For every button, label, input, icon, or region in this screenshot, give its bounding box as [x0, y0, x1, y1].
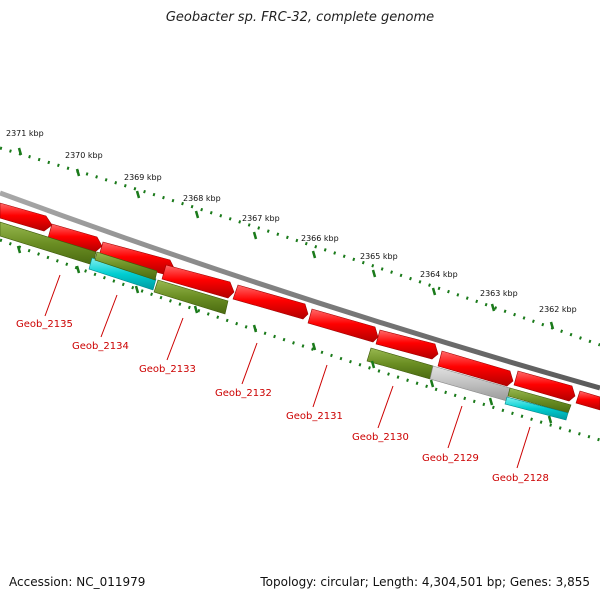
- ruler-tick: [16, 245, 22, 254]
- gene-label[interactable]: Geob_2129: [422, 453, 479, 464]
- ruler-label: 2367 kbp: [242, 214, 280, 223]
- gene-track: [0, 221, 572, 421]
- cds-arrow[interactable]: [0, 202, 53, 232]
- gene-label[interactable]: Geob_2135: [16, 319, 73, 330]
- ruler-tick: [134, 285, 140, 294]
- label-leader-line: [166, 317, 184, 361]
- label-leader-line: [447, 405, 463, 449]
- map-title: Geobacter sp. FRC-32, complete genome: [165, 10, 435, 25]
- label-leader-line: [241, 342, 258, 385]
- ruler-label: 2366 kbp: [301, 234, 339, 243]
- label-leader-line: [377, 385, 394, 429]
- forward-cds-track: [0, 202, 600, 411]
- ruler-tick: [194, 210, 200, 219]
- ruler-tick: [75, 168, 81, 177]
- genome-summary-text: Topology: circular; Length: 4,304,501 bp…: [260, 575, 590, 589]
- ruler-tick: [429, 379, 435, 388]
- label-leader-line: [44, 274, 61, 317]
- cds-arrow[interactable]: [437, 350, 514, 387]
- cds-arrow[interactable]: [232, 284, 309, 320]
- inner-ruler-dots: [0, 238, 600, 442]
- ruler-label: 2363 kbp: [480, 289, 518, 298]
- outer-ruler: [0, 146, 600, 347]
- ruler-tick: [252, 231, 258, 240]
- label-leader-line: [100, 294, 118, 338]
- ruler-tick: [431, 287, 437, 296]
- ruler-label: 2368 kbp: [183, 194, 221, 203]
- ruler-tick: [311, 250, 317, 259]
- gene-label[interactable]: Geob_2134: [72, 341, 129, 352]
- ruler-tick: [17, 147, 23, 156]
- ruler-label: 2371 kbp: [6, 129, 44, 138]
- genome-backbone: [0, 190, 600, 391]
- ruler-label: 2362 kbp: [539, 305, 577, 314]
- gene-bar[interactable]: [153, 279, 229, 315]
- ruler-label: 2370 kbp: [65, 151, 103, 160]
- cds-arrow[interactable]: [575, 390, 600, 411]
- ruler-tick: [488, 397, 494, 406]
- gene-label[interactable]: Geob_2128: [492, 473, 549, 484]
- ruler-tick: [549, 321, 555, 330]
- ruler-tick: [311, 342, 317, 351]
- label-leader-line: [516, 426, 531, 469]
- ruler-tick: [370, 360, 376, 369]
- gene-label[interactable]: Geob_2131: [286, 411, 343, 422]
- gene-bar-cyan[interactable]: [504, 396, 569, 421]
- inner-ruler: [0, 238, 600, 442]
- gene-label[interactable]: Geob_2130: [352, 432, 409, 443]
- cds-arrow[interactable]: [47, 223, 103, 253]
- cds-arrow[interactable]: [375, 329, 439, 360]
- ruler-label: 2365 kbp: [360, 252, 398, 261]
- gene-bar[interactable]: [94, 251, 158, 281]
- ruler-tick: [490, 303, 496, 312]
- gene-label[interactable]: Geob_2132: [215, 388, 272, 399]
- cds-arrow[interactable]: [161, 264, 235, 299]
- label-leader-line: [312, 364, 328, 408]
- cds-arrow[interactable]: [307, 308, 379, 343]
- ruler-tick: [371, 269, 377, 278]
- ruler-tick: [547, 415, 553, 424]
- gene-label[interactable]: Geob_2133: [139, 364, 196, 375]
- ruler-tick: [135, 190, 141, 199]
- accession-text: Accession: NC_011979: [9, 575, 146, 589]
- ruler-label: 2369 kbp: [124, 173, 162, 182]
- ruler-tick: [193, 305, 199, 314]
- cds-arrow[interactable]: [513, 370, 576, 402]
- ruler-tick: [75, 265, 81, 274]
- ruler-tick: [252, 324, 258, 333]
- ruler-label: 2364 kbp: [420, 270, 458, 279]
